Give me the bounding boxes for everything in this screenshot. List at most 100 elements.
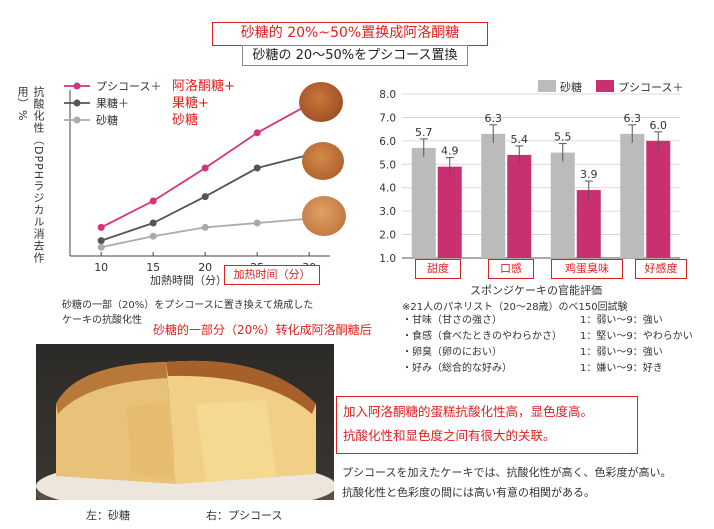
bar-value-label: 3.9	[580, 168, 598, 181]
notes-scale: 1：嫌い〜9：好き	[580, 363, 663, 374]
line-point	[149, 197, 157, 205]
bar-1	[646, 140, 671, 258]
bar-legend-swatch	[538, 80, 556, 92]
line-point	[253, 129, 261, 137]
jp-title-box: 砂糖の 20〜50%をプシコース置換	[242, 45, 468, 66]
line-point	[97, 223, 105, 231]
bar-cat-cn-3: 好感度	[644, 262, 678, 275]
cn-title-box: 砂糖的 20%~50%置换成阿洛酮糖	[212, 22, 488, 46]
cake-photo	[36, 344, 334, 500]
legend-label: 砂糖	[96, 113, 118, 127]
line-caption-cn-1: 砂糖的一部分（20%）转化成阿洛酮糖后	[153, 323, 372, 337]
bar-1	[507, 154, 532, 258]
line-point	[253, 164, 261, 172]
line-caption-1: 砂糖の一部（20%）をプシコースに置き換えて焼成した	[62, 300, 314, 311]
line-point	[253, 219, 261, 227]
bar-legend-swatch	[596, 80, 614, 92]
legend-marker	[73, 116, 81, 124]
legend-label: 果糖＋	[96, 96, 129, 110]
conclusion-cn-1: 加入阿洛酮糖的蛋糕抗酸化性高，显色度高。	[343, 404, 594, 419]
notes-label: ・卵臭（卵のにおい）	[402, 347, 502, 358]
line-x-tick-label: 10	[94, 261, 108, 274]
notes-label: ・食感（食べたときのやわらかさ）	[402, 331, 562, 342]
bar-value-label: 5.7	[415, 126, 433, 139]
line-point	[201, 193, 209, 201]
line-series-2	[101, 217, 310, 249]
bar-value-label: 6.3	[485, 112, 503, 125]
line-chart-ylabel: 抗酸化性（DPPHラジカル消去作用）%	[16, 86, 46, 266]
photo-caption-right: 右：プシコース	[206, 509, 283, 522]
bar-cat-cn-0-box: 甜度	[415, 259, 461, 279]
line-caption-2: ケーキの抗酸化性	[62, 315, 142, 326]
conclusion-jp-1: プシコースを加えたケーキでは、抗酸化性が高く、色彩度が高い。	[342, 466, 672, 479]
notes-row: ・好み（総合的な好み） 1：嫌い〜9：好き	[402, 361, 693, 377]
notes-row: ・卵臭（卵のにおい） 1：弱い〜9：強い	[402, 345, 693, 361]
line-point	[149, 232, 157, 240]
line-point	[201, 164, 209, 172]
bar-value-label: 6.0	[650, 119, 668, 132]
conclusion-cn-box: 加入阿洛酮糖的蛋糕抗酸化性高，显色度高。 抗酸化性和显色度之间有很大的关联。	[336, 396, 638, 454]
bar-y-tick-label: 5.0	[379, 159, 396, 171]
conclusion-jp-2: 抗酸化性と色彩度の間には高い有意の相関がある。	[342, 486, 595, 499]
bar-cat-cn-1: 口感	[500, 262, 522, 275]
bar-cat-cn-1-box: 口感	[488, 259, 534, 279]
bar-legend-label: 砂糖	[560, 80, 582, 94]
photo-caption-left: 左：砂糖	[86, 509, 130, 522]
bar-cat-cn-0: 甜度	[427, 262, 449, 275]
notes-line-0: ※21人のパネリスト（20〜28歳）のべ150回試験	[402, 302, 628, 313]
bar-y-tick-label: 1.0	[379, 253, 396, 265]
sample-dark-icon	[299, 82, 343, 122]
line-point	[149, 219, 157, 227]
legend-cn-item: 砂糖	[172, 113, 199, 128]
line-legend-cn-box: 阿洛酮糖+ 果糖+ 砂糖	[168, 78, 240, 130]
bar-cat-cn-3-box: 好感度	[635, 259, 687, 279]
notes-scale: 1：堅い〜9：やわらかい	[580, 331, 693, 342]
notes-row: ・甘味（甘さの強さ） 1：弱い〜9：強い	[402, 313, 693, 329]
notes-scale: 1：弱い〜9：強い	[580, 315, 663, 326]
line-x-tick-label: 15	[146, 261, 160, 274]
line-chart-xlabel-cn: 加热时间（分）	[233, 268, 311, 281]
cake-illustration	[36, 360, 334, 500]
notes-table: ・甘味（甘さの強さ） 1：弱い〜9：強い ・食感（食べたときのやわらかさ） 1：…	[402, 313, 693, 377]
legend-marker	[73, 82, 81, 90]
bar-chart-title: スポンジケーキの官能評価	[470, 284, 602, 297]
bar-legend-label: プシコース＋	[618, 81, 683, 94]
bar-1	[576, 190, 601, 258]
bar-value-label: 5.4	[511, 133, 529, 146]
bar-y-tick-label: 6.0	[379, 136, 396, 148]
legend-label: プシコース＋	[96, 80, 161, 93]
bar-y-tick-label: 4.0	[379, 183, 396, 195]
line-point	[97, 237, 105, 245]
bar-0	[620, 133, 645, 258]
jp-title: 砂糖の 20〜50%をプシコース置換	[252, 48, 458, 63]
bar-y-tick-label: 3.0	[379, 206, 396, 218]
bar-y-tick-label: 7.0	[379, 112, 396, 124]
bar-0	[550, 152, 575, 258]
bar-0	[481, 133, 506, 258]
bar-value-label: 5.5	[554, 131, 572, 144]
sample-medium-icon	[302, 142, 344, 180]
bar-1	[437, 166, 462, 258]
notes-row: ・食感（食べたときのやわらかさ） 1：堅い〜9：やわらかい	[402, 329, 693, 345]
line-point	[201, 223, 209, 231]
line-point	[97, 243, 105, 251]
line-chart-ylabel-text: 抗酸化性（DPPHラジカル消去作用）%	[16, 86, 45, 265]
bar-value-label: 4.9	[441, 145, 459, 158]
bar-y-tick-label: 8.0	[379, 89, 396, 101]
notes-label: ・好み（総合的な好み）	[402, 363, 512, 374]
conclusion-cn-2: 抗酸化性和显色度之间有很大的关联。	[343, 428, 556, 443]
bar-cat-cn-2: 鸡蛋臭味	[565, 262, 609, 275]
sensory-bar-chart: 1.0 2.0 3.0 4.0 5.0 6.0 7.0 8.0 5.7 4.9 6.3 5.4 5.5…	[379, 80, 683, 265]
legend-cn-item: 阿洛酮糖+	[172, 79, 235, 94]
legend-cn-item: 果糖+	[172, 96, 209, 111]
bar-0	[411, 147, 436, 258]
line-x-tick-label: 20	[198, 261, 212, 274]
legend-marker	[73, 99, 81, 107]
sample-light-icon	[302, 196, 346, 236]
bar-cat-cn-2-box: 鸡蛋臭味	[551, 259, 623, 279]
notes-label: ・甘味（甘さの強さ）	[402, 315, 502, 326]
line-chart-xlabel-cn-box: 加热时间（分）	[224, 265, 320, 285]
line-chart-xlabel: 加熱時間（分）	[150, 274, 227, 287]
cn-title: 砂糖的 20%~50%置换成阿洛酮糖	[240, 25, 460, 41]
bar-y-tick-label: 2.0	[379, 230, 396, 242]
